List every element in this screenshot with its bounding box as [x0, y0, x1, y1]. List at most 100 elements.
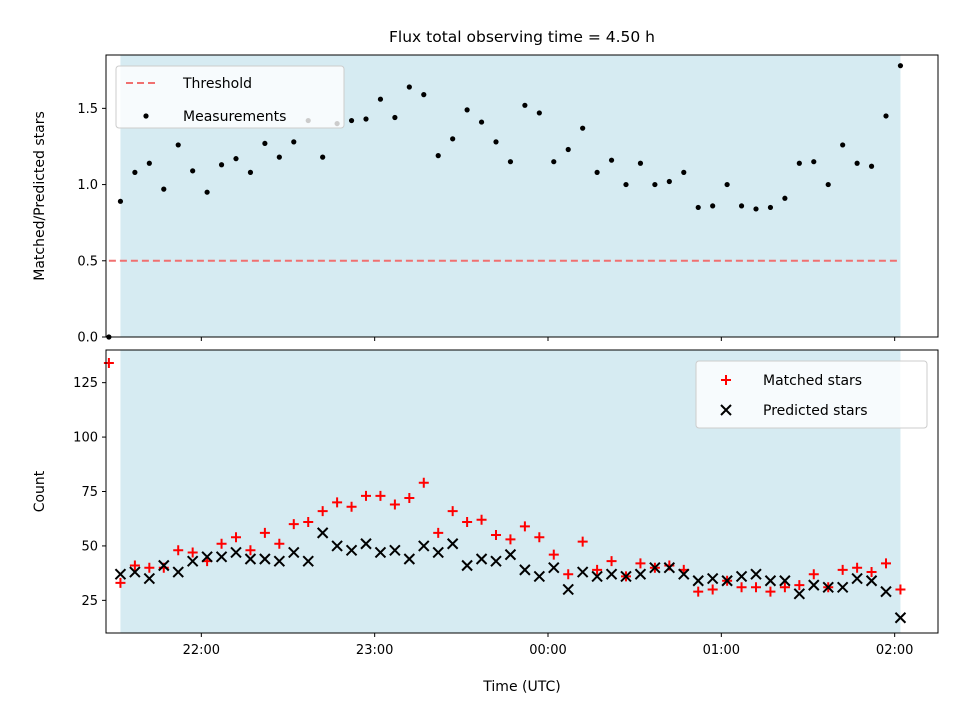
matched-star-point	[447, 506, 458, 517]
measurement-point	[435, 153, 441, 159]
matched-star-point	[592, 564, 603, 575]
predicted-star-point	[244, 553, 257, 565]
predicted-star-point	[519, 564, 531, 576]
y-axis-label: Count	[32, 470, 48, 512]
predicted-star-point	[836, 581, 849, 593]
matched-star-point	[866, 567, 877, 578]
measurement-point	[782, 195, 788, 201]
measurement-point	[565, 146, 571, 153]
predicted-star-point	[663, 561, 676, 574]
predicted-star-point	[158, 559, 170, 572]
measurement-point	[276, 154, 282, 160]
matched-star-point	[346, 501, 357, 512]
matched-star-point	[404, 493, 415, 504]
measurement-point	[840, 142, 846, 148]
measurement-point	[608, 157, 615, 163]
axes-frame	[105, 54, 939, 338]
measurement-point	[320, 154, 326, 160]
predicted-star-point	[605, 568, 618, 580]
chart-title: Flux total observing time = 4.50 h	[389, 28, 655, 46]
x-axis-label: Time (UTC)	[482, 679, 560, 695]
legend-matched-label: Matched stars	[763, 373, 862, 389]
predicted-star-point	[446, 538, 459, 550]
legend-predicted-swatch	[720, 404, 732, 416]
predicted-star-point	[360, 538, 372, 550]
predicted-star-point	[504, 548, 517, 561]
predicted-star-point	[201, 551, 213, 563]
matched-star-point	[751, 582, 761, 593]
legend-measurement-swatch	[143, 113, 149, 119]
measurement-point	[796, 160, 802, 166]
measurement-point	[666, 178, 672, 185]
measurement-point	[724, 181, 730, 188]
legend: Matched stars Predicted stars	[695, 360, 928, 429]
measurement-point	[175, 142, 181, 148]
measurement-point	[204, 189, 210, 195]
predicted-star-point	[678, 568, 690, 580]
predicted-star-point	[750, 568, 762, 580]
x-tick-label: 01:00	[703, 643, 740, 658]
predicted-star-point	[273, 555, 286, 567]
matched-star-point	[361, 490, 371, 501]
axes-frame	[105, 349, 939, 634]
y-tick-label: 50	[81, 539, 98, 554]
matched-star-point	[389, 499, 400, 510]
matched-star-point	[259, 527, 270, 538]
measurement-point	[450, 136, 456, 142]
measurement-point	[262, 140, 268, 147]
measurement-point	[218, 162, 225, 168]
predicted-star-point	[851, 572, 863, 585]
measurement-point	[710, 203, 716, 209]
predicted-star-point	[548, 561, 560, 574]
measurement-point	[811, 159, 817, 165]
predicted-star-point	[880, 585, 892, 598]
matched-star-point	[462, 516, 473, 527]
predicted-star-point	[418, 540, 430, 552]
matched-star-point	[577, 536, 588, 547]
matched-star-point	[837, 564, 848, 575]
panel-1: 0.0 0.5 1.0 1.5 Flux total observing time = …	[32, 28, 939, 346]
predicted-star-point	[562, 583, 574, 596]
predicted-star-point	[490, 555, 502, 567]
y-tick-label: 25	[81, 594, 98, 609]
matched-star-point	[375, 490, 386, 501]
matched-star-point	[317, 506, 328, 517]
legend: Threshold Measurements	[115, 65, 345, 129]
predicted-star-point	[288, 546, 300, 559]
predicted-star-point	[259, 553, 271, 565]
x-tick-label: 23:00	[356, 643, 393, 658]
matched-star-point	[765, 586, 776, 597]
measurement-point	[146, 160, 152, 166]
predicted-star-point	[114, 568, 127, 580]
legend-box	[695, 360, 928, 429]
predicted-star-point	[721, 575, 733, 587]
predicted-star-point	[779, 575, 791, 587]
matched-star-point	[187, 547, 198, 558]
predicted-star-point	[331, 540, 343, 552]
measurement-point	[117, 198, 124, 204]
matched-star-point	[707, 584, 718, 595]
matched-star-point	[852, 562, 863, 573]
measurement-point	[478, 119, 485, 125]
predicted-star-point	[475, 553, 488, 565]
measurement-point	[594, 169, 600, 175]
predicted-star-point	[822, 581, 834, 593]
matched-star-point	[288, 519, 299, 530]
matched-star-point	[563, 569, 574, 580]
predicted-star-point	[706, 572, 719, 585]
predicted-star-point	[432, 546, 444, 559]
legend-box	[115, 65, 345, 129]
predicted-star-point	[389, 544, 401, 556]
matched-star-point	[491, 530, 501, 541]
measurement-point	[695, 204, 701, 211]
matched-star-point	[231, 532, 241, 543]
measurement-point	[681, 169, 687, 175]
matched-star-point	[476, 514, 487, 525]
matched-star-point	[606, 556, 617, 567]
measurement-point	[623, 181, 629, 188]
predicted-star-point	[591, 570, 603, 583]
predicted-star-point	[764, 575, 777, 587]
matched-star-point	[548, 549, 559, 560]
predicted-star-point	[215, 551, 228, 563]
predicted-star-point	[316, 527, 329, 539]
